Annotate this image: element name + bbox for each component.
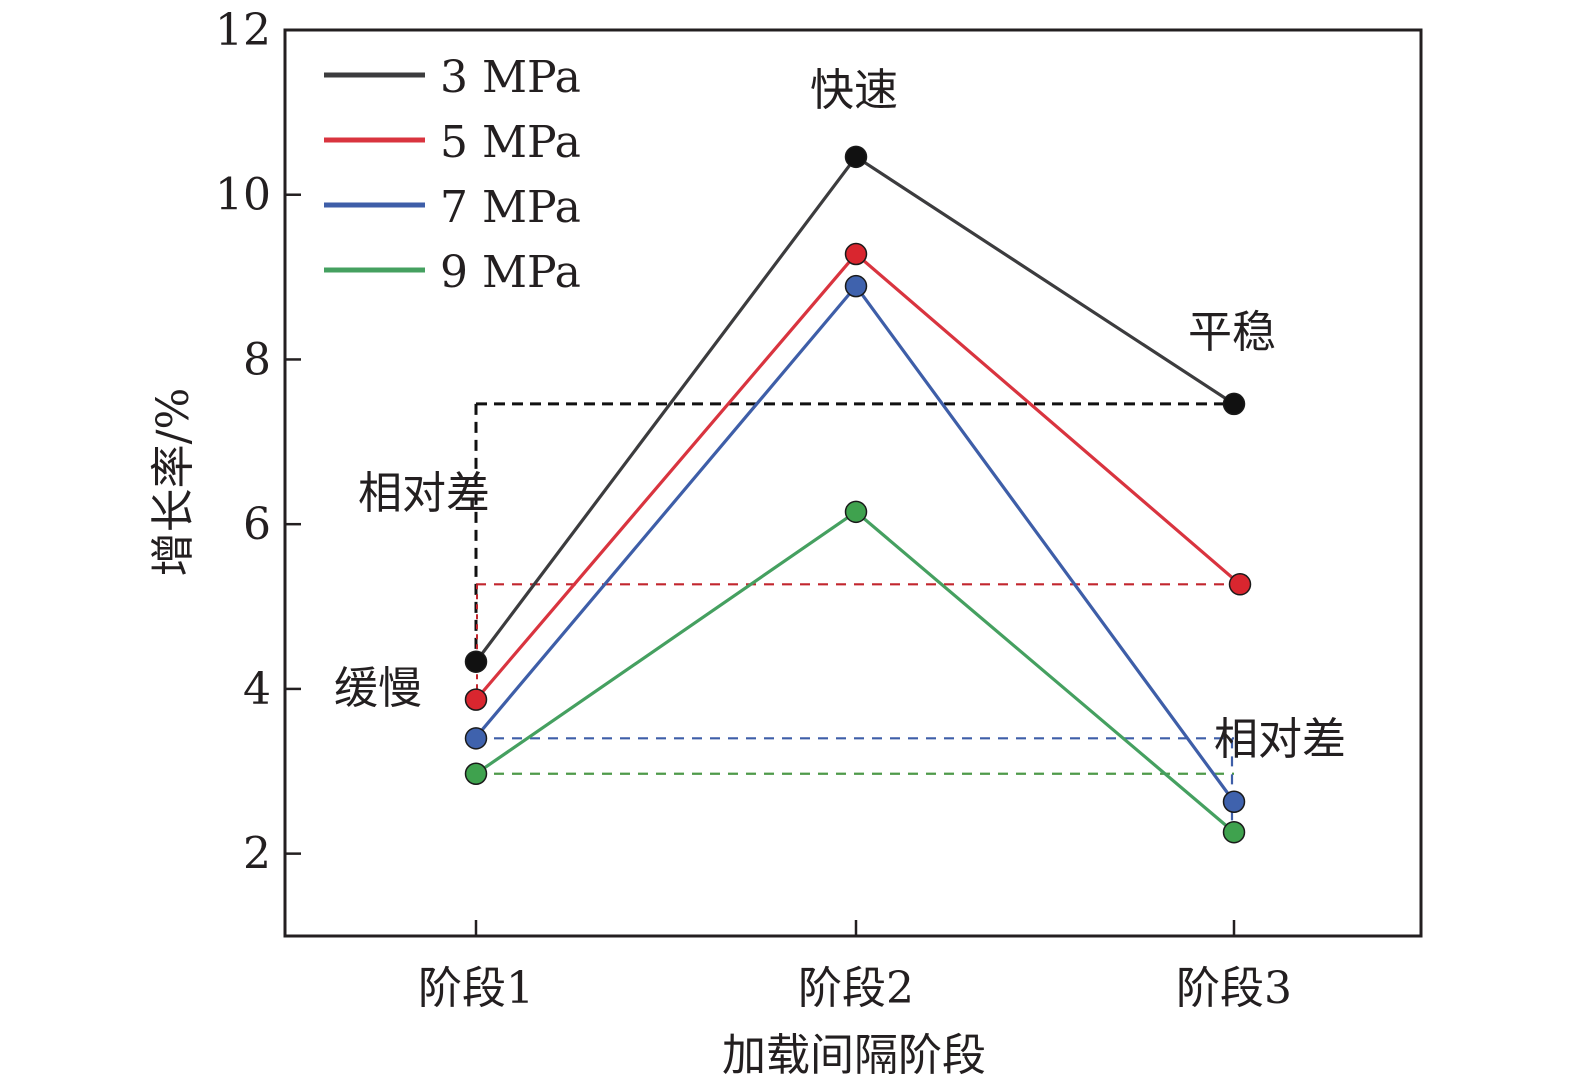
legend-label-4: 9 MPa	[440, 247, 581, 298]
y-tick-label: 8	[243, 334, 271, 385]
series-layer	[464, 145, 1252, 844]
annotation-relative-diff-right: 相对差	[1214, 714, 1346, 765]
data-point-3-mpa-stage1	[464, 650, 488, 673]
legend-label-1: 3 MPa	[440, 52, 581, 103]
x-tick-label: 阶段1	[418, 963, 534, 1014]
x-tick-label: 阶段2	[798, 963, 914, 1014]
data-point-3-mpa-stage2	[844, 145, 868, 169]
annotation-steady: 平稳	[1188, 307, 1276, 358]
series-line-5-mpa	[474, 252, 1242, 701]
y-tick-label: 12	[215, 5, 271, 56]
series-line-7-mpa	[473, 284, 1236, 803]
series-line-3-mpa	[474, 155, 1235, 663]
annotation-slow: 缓慢	[334, 663, 422, 714]
data-point-5-mpa-stage1	[464, 688, 488, 711]
data-point-5-mpa-stage2	[844, 242, 868, 266]
legend: 3 MPa 5 MPa 7 MPa 9 MPa	[324, 52, 581, 298]
axes-layer: 2 4 6 8 10 12 阶段1 阶段2 阶段3	[215, 5, 1423, 1014]
series-line-9-mpa	[475, 510, 1236, 834]
annotation-relative-diff-left: 相对差	[358, 468, 490, 519]
legend-label-3: 7 MPa	[440, 182, 581, 233]
data-point-3-mpa-stage3	[1222, 392, 1246, 416]
plot-frame	[283, 28, 1423, 938]
data-point-7-mpa-stage2	[844, 274, 868, 298]
y-tick-label: 10	[215, 170, 271, 221]
y-tick-label: 6	[243, 499, 271, 550]
x-tick-label: 阶段3	[1176, 963, 1292, 1014]
y-axis-label: 增长率/%	[148, 388, 199, 577]
data-point-7-mpa-stage3	[1222, 790, 1246, 813]
annotation-fast: 快速	[810, 65, 898, 116]
x-axis-label: 加载间隔阶段	[722, 1030, 986, 1081]
data-point-5-mpa-stage3	[1228, 573, 1252, 596]
y-tick-label: 4	[243, 664, 271, 715]
data-point-7-mpa-stage1	[464, 727, 488, 750]
reference-lines-layer	[474, 402, 1234, 833]
y-tick-label: 2	[243, 829, 271, 880]
legend-label-2: 5 MPa	[440, 117, 581, 168]
data-point-9-mpa-stage3	[1222, 820, 1246, 844]
data-point-9-mpa-stage1	[464, 762, 488, 785]
data-point-9-mpa-stage2	[844, 500, 868, 524]
